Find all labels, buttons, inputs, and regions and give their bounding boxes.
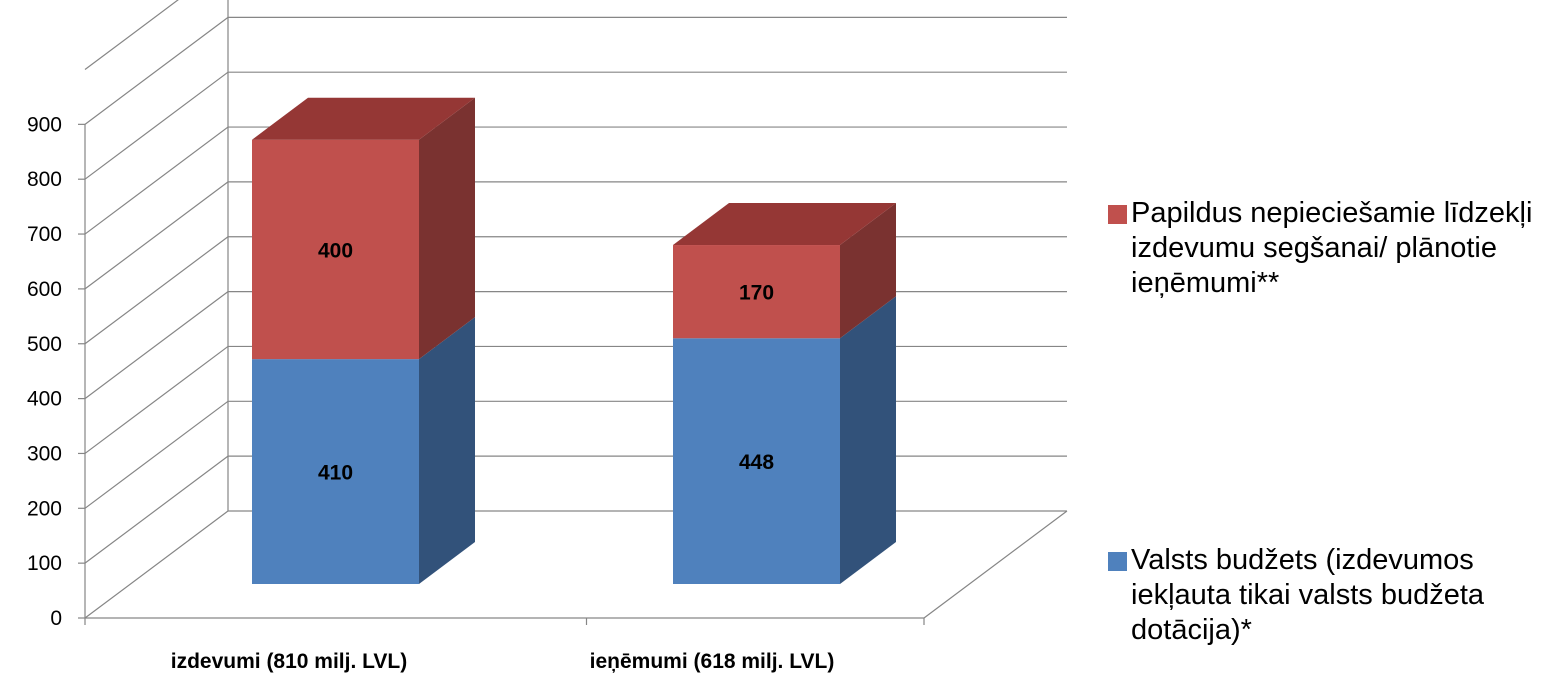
bar-side: [840, 296, 896, 584]
data-label: 170: [739, 282, 774, 305]
bar-segment: [673, 338, 840, 584]
legend-swatch-valsts-budzets: [1108, 552, 1127, 571]
bar-side: [419, 317, 475, 584]
bar-top: [252, 97, 475, 140]
gridline-diagonal: [84, 510, 229, 619]
y-tick-label: 300: [27, 442, 62, 465]
gridline-diagonal: [84, 0, 179, 70]
y-tick-label: 400: [27, 388, 62, 411]
x-axis-labels: izdevumi (810 milj. LVL) ieņēmumi (618 mi…: [171, 650, 835, 673]
bar-top: [673, 203, 896, 246]
y-tick-label: 200: [27, 497, 62, 520]
y-tick-label: 900: [27, 113, 62, 136]
data-label: 448: [739, 451, 774, 474]
legend-item-papildus: Papildus nepieciešamie līdzekļi izdevumu…: [1108, 196, 1541, 301]
chart-walls: [84, 0, 1068, 625]
x-category-label: izdevumi (810 milj. LVL): [171, 650, 408, 673]
floor-edge: [85, 510, 1068, 619]
bar-segment: [673, 245, 840, 339]
gridline-diagonal: [84, 16, 229, 125]
gridline-diagonal: [84, 181, 229, 290]
gridline-diagonal: [84, 236, 229, 345]
legend-item-valsts-budzets: Valsts budžets (izdevumos iekļauta tikai…: [1108, 543, 1541, 648]
gridlines: [78, 0, 1067, 619]
data-label: 400: [318, 239, 353, 262]
gridline-diagonal: [84, 345, 229, 454]
bar-side: [840, 203, 896, 339]
legend-swatch-papildus: [1108, 205, 1127, 224]
y-axis-ticks: 0 100 200 300 400 500 600 700 800 900: [27, 113, 62, 630]
y-tick-label: 500: [27, 333, 62, 356]
legend: Papildus nepieciešamie līdzekļi izdevumu…: [1108, 0, 1538, 673]
gridline-diagonal: [84, 400, 229, 509]
y-tick-label: 800: [27, 168, 62, 191]
gridline-diagonal: [84, 291, 229, 400]
gridline-diagonal: [84, 455, 229, 564]
y-tick-label: 100: [27, 552, 62, 575]
y-tick-label: 700: [27, 223, 62, 246]
legend-label-papildus: Papildus nepieciešamie līdzekļi izdevumu…: [1131, 197, 1533, 299]
x-category-label: ieņēmumi (618 milj. LVL): [590, 650, 835, 673]
legend-label-valsts-budzets: Valsts budžets (izdevumos iekļauta tikai…: [1131, 544, 1485, 646]
gridline-diagonal: [84, 126, 229, 235]
bar-side: [419, 97, 475, 360]
bars: 410 400 448 170: [252, 97, 896, 584]
data-label: 410: [318, 462, 353, 485]
bar-segment: [252, 359, 419, 584]
bar-segment: [252, 139, 419, 360]
y-tick-label: 600: [27, 278, 62, 301]
gridline-diagonal: [84, 71, 229, 180]
y-tick-label: 0: [50, 607, 62, 630]
